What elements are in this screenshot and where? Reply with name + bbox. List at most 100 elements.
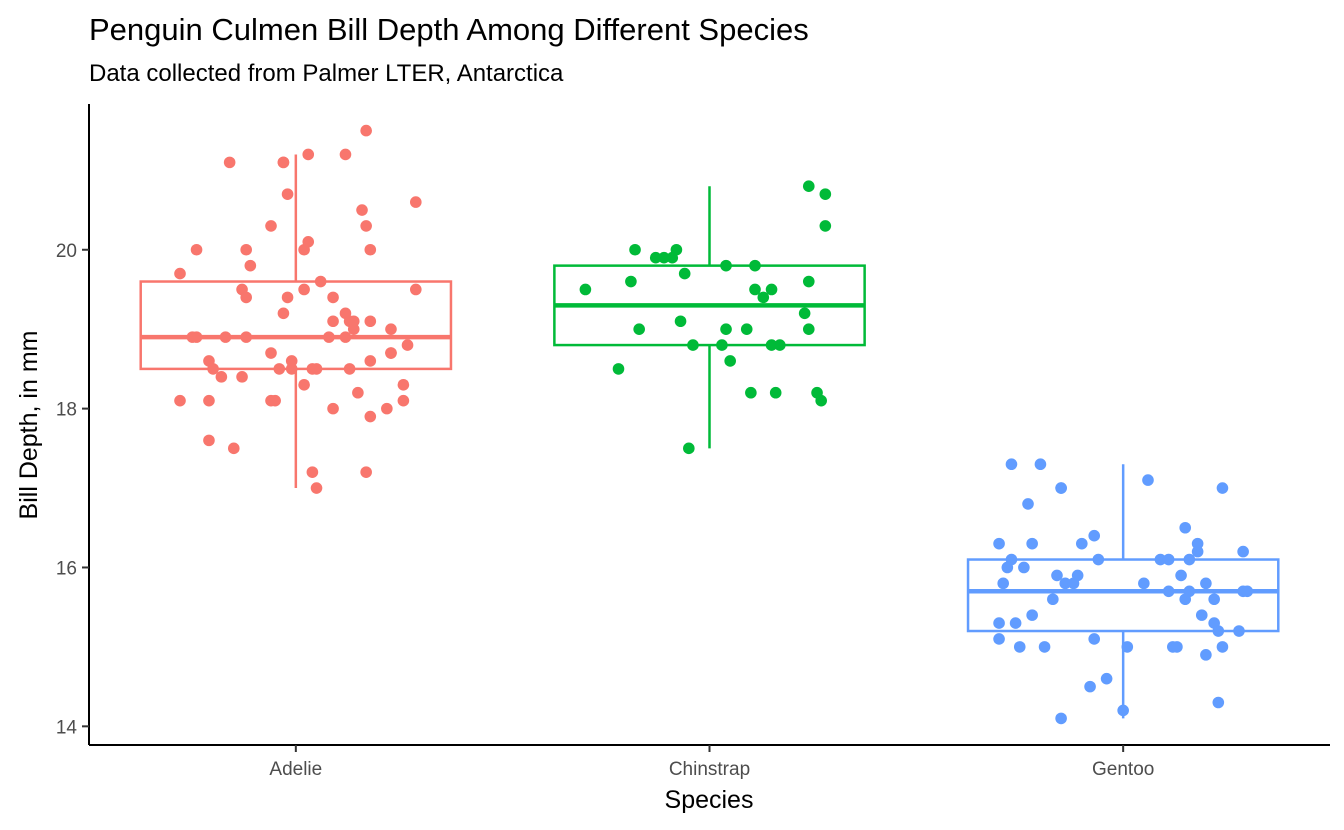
gentoo-data-point bbox=[1208, 593, 1220, 606]
gentoo-data-point bbox=[1026, 537, 1038, 550]
chinstrap-data-point bbox=[757, 291, 770, 304]
adelie-data-point bbox=[265, 220, 277, 232]
gentoo-data-point bbox=[1055, 712, 1067, 725]
chinstrap-data-point bbox=[716, 339, 728, 351]
adelie-data-point bbox=[409, 196, 422, 208]
gentoo-data-point bbox=[1100, 672, 1113, 685]
gentoo-data-point bbox=[997, 577, 1010, 590]
chinstrap-data-point bbox=[670, 243, 683, 256]
adelie-data-point bbox=[352, 386, 364, 399]
chart-subtitle: Data collected from Palmer LTER, Antarct… bbox=[89, 60, 564, 87]
adelie-data-point bbox=[306, 466, 319, 478]
adelie-data-point bbox=[323, 331, 335, 343]
adelie-data-point bbox=[190, 331, 203, 343]
gentoo-data-point bbox=[1200, 577, 1212, 590]
gentoo-data-point bbox=[1084, 680, 1096, 693]
adelie-data-point bbox=[356, 204, 368, 216]
series-adelie bbox=[139, 124, 453, 494]
gentoo-data-point bbox=[1005, 458, 1018, 471]
gentoo-data-point bbox=[1183, 553, 1196, 566]
chinstrap-data-point bbox=[769, 386, 782, 399]
gentoo-data-point bbox=[1013, 641, 1026, 653]
chinstrap-data-point bbox=[819, 188, 832, 200]
adelie-data-point bbox=[273, 363, 286, 375]
chinstrap-data-point bbox=[765, 283, 778, 296]
gentoo-data-point bbox=[1001, 561, 1014, 574]
gentoo-data-point bbox=[1022, 498, 1034, 510]
chinstrap-data-point bbox=[802, 275, 815, 288]
adelie-data-point bbox=[385, 323, 397, 335]
gentoo-data-point bbox=[1162, 553, 1175, 566]
x-axis-title: Species bbox=[665, 786, 754, 814]
adelie-data-point bbox=[327, 291, 339, 304]
adelie-data-point bbox=[364, 410, 377, 423]
adelie-data-point bbox=[327, 402, 339, 415]
series-chinstrap bbox=[553, 180, 866, 455]
adelie-data-point bbox=[223, 156, 236, 169]
adelie-data-point bbox=[240, 243, 252, 256]
adelie-data-point bbox=[174, 394, 186, 407]
gentoo-data-point bbox=[1195, 609, 1208, 621]
chinstrap-data-point bbox=[658, 251, 670, 264]
adelie-data-point bbox=[364, 315, 377, 328]
gentoo-data-point bbox=[1034, 458, 1047, 471]
adelie-data-point bbox=[302, 236, 315, 248]
chinstrap-data-point bbox=[745, 386, 757, 399]
chinstrap-data-point bbox=[633, 323, 645, 335]
gentoo-data-point bbox=[1092, 553, 1105, 566]
gentoo-data-point bbox=[1171, 641, 1183, 653]
adelie-data-point bbox=[281, 188, 294, 200]
chinstrap-data-point bbox=[765, 339, 778, 351]
chinstrap-data-point bbox=[674, 315, 687, 328]
adelie-data-point bbox=[236, 371, 248, 383]
gentoo-data-point bbox=[1191, 537, 1204, 550]
gentoo-data-point bbox=[1038, 641, 1051, 653]
adelie-data-point bbox=[381, 402, 393, 415]
gentoo-box bbox=[966, 558, 1280, 633]
gentoo-data-point bbox=[1121, 641, 1134, 653]
adelie-data-point bbox=[285, 355, 298, 367]
adelie-data-point bbox=[227, 442, 240, 455]
adelie-data-point bbox=[298, 378, 310, 391]
axes: 14 16 18 20 Adelie Chinstrap Gentoo bbox=[56, 241, 1154, 780]
plot-area bbox=[139, 124, 1280, 725]
adelie-data-point bbox=[277, 156, 290, 169]
chinstrap-data-point bbox=[802, 323, 815, 335]
gentoo-data-point bbox=[993, 617, 1005, 629]
adelie-data-point bbox=[397, 378, 410, 391]
gentoo-data-point bbox=[1237, 545, 1249, 558]
gentoo-data-point bbox=[1200, 649, 1212, 661]
gentoo-data-point bbox=[993, 633, 1005, 645]
adelie-data-point bbox=[240, 291, 252, 304]
adelie-data-point bbox=[219, 331, 232, 343]
adelie-data-point bbox=[360, 220, 372, 232]
y-tick-label: 14 bbox=[56, 717, 78, 738]
x-tick-label: Chinstrap bbox=[669, 759, 750, 780]
adelie-data-point bbox=[298, 283, 310, 296]
chinstrap-data-point bbox=[774, 339, 786, 351]
gentoo-data-point bbox=[1241, 585, 1254, 598]
adelie-data-point bbox=[327, 315, 339, 328]
adelie-data-point bbox=[302, 148, 315, 161]
chinstrap-data-point bbox=[612, 363, 625, 375]
gentoo-data-point bbox=[1067, 577, 1080, 590]
x-tick-label: Adelie bbox=[269, 759, 322, 780]
gentoo-data-point bbox=[1009, 617, 1022, 629]
y-tick-label: 18 bbox=[56, 400, 77, 421]
adelie-data-point bbox=[401, 339, 414, 351]
gentoo-data-point bbox=[1018, 561, 1030, 574]
gentoo-data-point bbox=[1154, 553, 1167, 566]
gentoo-data-point bbox=[1047, 593, 1059, 606]
gentoo-data-point bbox=[1142, 474, 1154, 486]
gentoo-data-point bbox=[1117, 704, 1129, 717]
adelie-data-point bbox=[285, 363, 298, 375]
chinstrap-data-point bbox=[720, 259, 732, 272]
adelie-data-point bbox=[265, 347, 277, 359]
gentoo-data-point bbox=[1191, 545, 1204, 558]
adelie-data-point bbox=[203, 434, 215, 447]
chinstrap-data-point bbox=[749, 259, 761, 272]
gentoo-data-point bbox=[1051, 569, 1063, 582]
chinstrap-data-point bbox=[687, 339, 699, 351]
chinstrap-data-point bbox=[683, 442, 695, 455]
gentoo-data-point bbox=[1212, 625, 1225, 637]
